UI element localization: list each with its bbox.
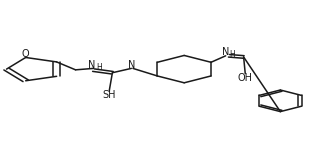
Text: N: N xyxy=(222,47,230,57)
Text: N: N xyxy=(128,60,136,70)
Text: N: N xyxy=(88,60,96,70)
Text: O: O xyxy=(22,49,29,59)
Text: H: H xyxy=(229,50,235,59)
Text: OH: OH xyxy=(238,73,253,83)
Text: H: H xyxy=(96,63,102,72)
Text: SH: SH xyxy=(102,90,116,101)
